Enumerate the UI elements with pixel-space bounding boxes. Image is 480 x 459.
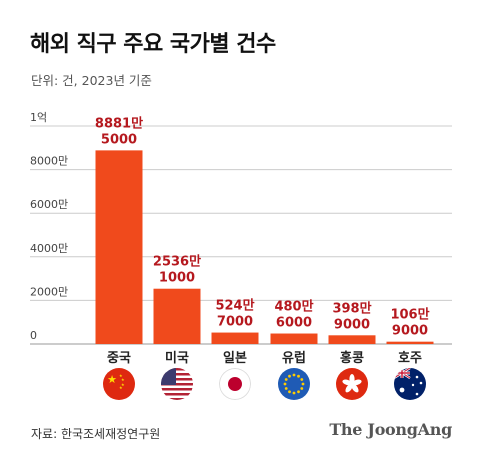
svg-text:★: ★ [107,373,117,386]
bar [211,332,259,344]
category-label: 일본 [223,351,247,366]
data-label: 524만 [215,298,254,314]
bar [386,341,434,344]
category-label: 호주 [398,351,422,366]
bar [95,150,143,344]
y-tick-label: 4000만 [30,242,68,255]
data-label: 7000 [217,315,253,330]
data-label: 480만 [274,299,313,315]
source-note: 자료: 한국조세재정연구원 [31,427,161,441]
y-tick-label: 0 [30,329,37,342]
bar [270,333,318,344]
svg-text:★: ★ [119,373,123,378]
y-tick-label: 6000만 [30,198,68,211]
svg-text:★: ★ [121,377,125,382]
svg-text:★: ★ [119,385,123,390]
data-label: 6000 [276,316,312,331]
data-label: 2536만 [153,254,201,270]
chart-title: 해외 직구 주요 국가별 건수 [30,32,276,57]
category-label: 중국 [107,351,131,366]
data-label: 9000 [334,317,370,332]
data-label: 106만 [390,307,429,323]
usa-flag-icon [161,368,193,400]
y-tick-label: 2000만 [30,285,68,298]
data-label: 1000 [159,271,195,286]
svg-text:★: ★ [121,382,125,387]
data-label: 9000 [392,324,428,339]
category-label: 유럽 [282,351,306,366]
hongkong-flag-icon [336,368,368,400]
japan-flag-icon [219,368,251,400]
australia-flag-icon [394,368,426,400]
bar [328,335,376,344]
y-tick-label: 8000만 [30,155,68,168]
eu-flag-icon [278,368,310,400]
data-label: 8881만 [95,115,143,131]
publisher-logo: The JoongAng [329,420,452,439]
data-label: 398만 [332,300,371,316]
china-flag-icon: ★ ★ ★ ★ ★ [103,368,135,400]
unit-note: 단위: 건, 2023년 기준 [31,73,152,88]
category-label: 미국 [165,350,189,366]
y-tick-label: 1억 [30,111,47,124]
category-label: 홍콩 [340,350,364,366]
country-flags: ★ ★ ★ ★ ★ [0,368,480,408]
data-label: 5000 [101,132,137,147]
bar [153,288,201,344]
